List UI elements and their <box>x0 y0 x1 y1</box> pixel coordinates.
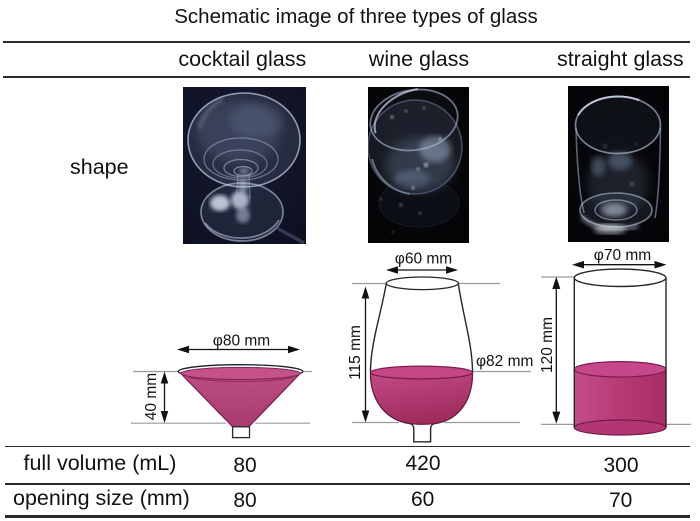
svg-text:φ80 mm: φ80 mm <box>213 333 270 350</box>
svg-text:115 mm: 115 mm <box>347 325 364 380</box>
svg-text:φ70 mm: φ70 mm <box>594 247 651 264</box>
svg-text:φ82 mm: φ82 mm <box>476 353 533 370</box>
svg-text:40 mm: 40 mm <box>143 373 160 420</box>
svg-text:120 mm: 120 mm <box>539 317 556 373</box>
svg-text:φ60 mm: φ60 mm <box>395 251 452 268</box>
